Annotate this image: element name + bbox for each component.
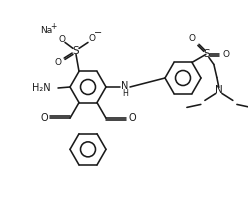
Text: +: + (50, 22, 56, 31)
Text: −: − (94, 28, 102, 38)
Text: O: O (188, 34, 195, 43)
Text: Na: Na (40, 26, 52, 35)
Text: O: O (222, 50, 229, 59)
Text: O: O (89, 34, 95, 43)
Text: S: S (204, 49, 210, 60)
Text: O: O (59, 35, 65, 44)
Text: H: H (122, 89, 128, 97)
Text: O: O (128, 113, 136, 123)
Text: N: N (121, 81, 129, 91)
Text: S: S (73, 46, 79, 56)
Text: H₂N: H₂N (32, 83, 51, 93)
Text: N: N (215, 85, 223, 95)
Text: O: O (55, 58, 62, 67)
Text: O: O (40, 113, 48, 123)
